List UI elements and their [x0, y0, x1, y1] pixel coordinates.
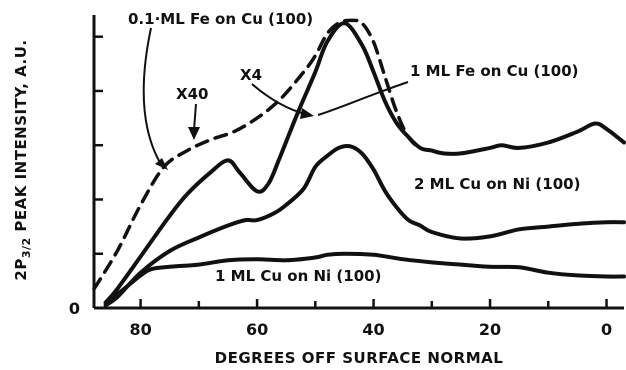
label-x4: X4: [240, 66, 262, 84]
arrowhead-x40: [188, 127, 200, 140]
label-2ml-cu-on-ni: 2 ML Cu on Ni (100): [414, 175, 580, 193]
x-tick-label-0: 0: [601, 320, 612, 339]
x-tick-label-60: 60: [246, 320, 268, 339]
pointer-1ml-fe-on-cu: [317, 81, 409, 116]
y-axis-label: 2P3/2 PEAK INTENSITY, A.U.: [12, 39, 33, 280]
y-axis-label-subscript: 3/2: [20, 237, 33, 258]
label-1ml-cu-on-ni: 1 ML Cu on Ni (100): [215, 267, 381, 285]
axes: [92, 15, 624, 310]
series-line-1-ml-fe-on-cu-100: [103, 21, 626, 305]
label-0.1ml-fe-on-cu: 0.1·ML Fe on Cu (100): [128, 10, 313, 28]
label-1ml-fe-on-cu: 1 ML Fe on Cu (100): [410, 62, 579, 80]
label-x40: X40: [176, 85, 208, 103]
y-tick-label-0: 0: [69, 299, 80, 318]
annotation-pointers: [142, 27, 409, 170]
series-line-2-ml-cu-on-ni-100: [103, 143, 626, 308]
y-axis-label-suffix: PEAK INTENSITY, A.U.: [12, 39, 30, 237]
series-line-0-1-ml-fe-on-cu-100: [92, 18, 446, 291]
pointer-x40: [193, 103, 197, 131]
y-ticks: 0: [69, 35, 103, 318]
x-axis-label: DEGREES OFF SURFACE NORMAL: [215, 349, 504, 367]
arrowhead-x4: [300, 108, 314, 119]
pointer-x4: [251, 83, 306, 115]
x-tick-label-80: 80: [129, 320, 151, 339]
x-tick-label-40: 40: [362, 320, 384, 339]
x-ticks: 80 60 40 20 0: [129, 299, 612, 339]
arrowhead-0.1ml-fe-on-cu: [155, 158, 168, 170]
y-axis-label-main: 2P: [12, 258, 30, 280]
x-tick-label-20: 20: [479, 320, 501, 339]
series-line-1-ml-cu-on-ni-100: [103, 251, 626, 305]
pointer-0.1ml-fe-on-cu: [142, 27, 163, 167]
series-layer: [92, 18, 626, 308]
